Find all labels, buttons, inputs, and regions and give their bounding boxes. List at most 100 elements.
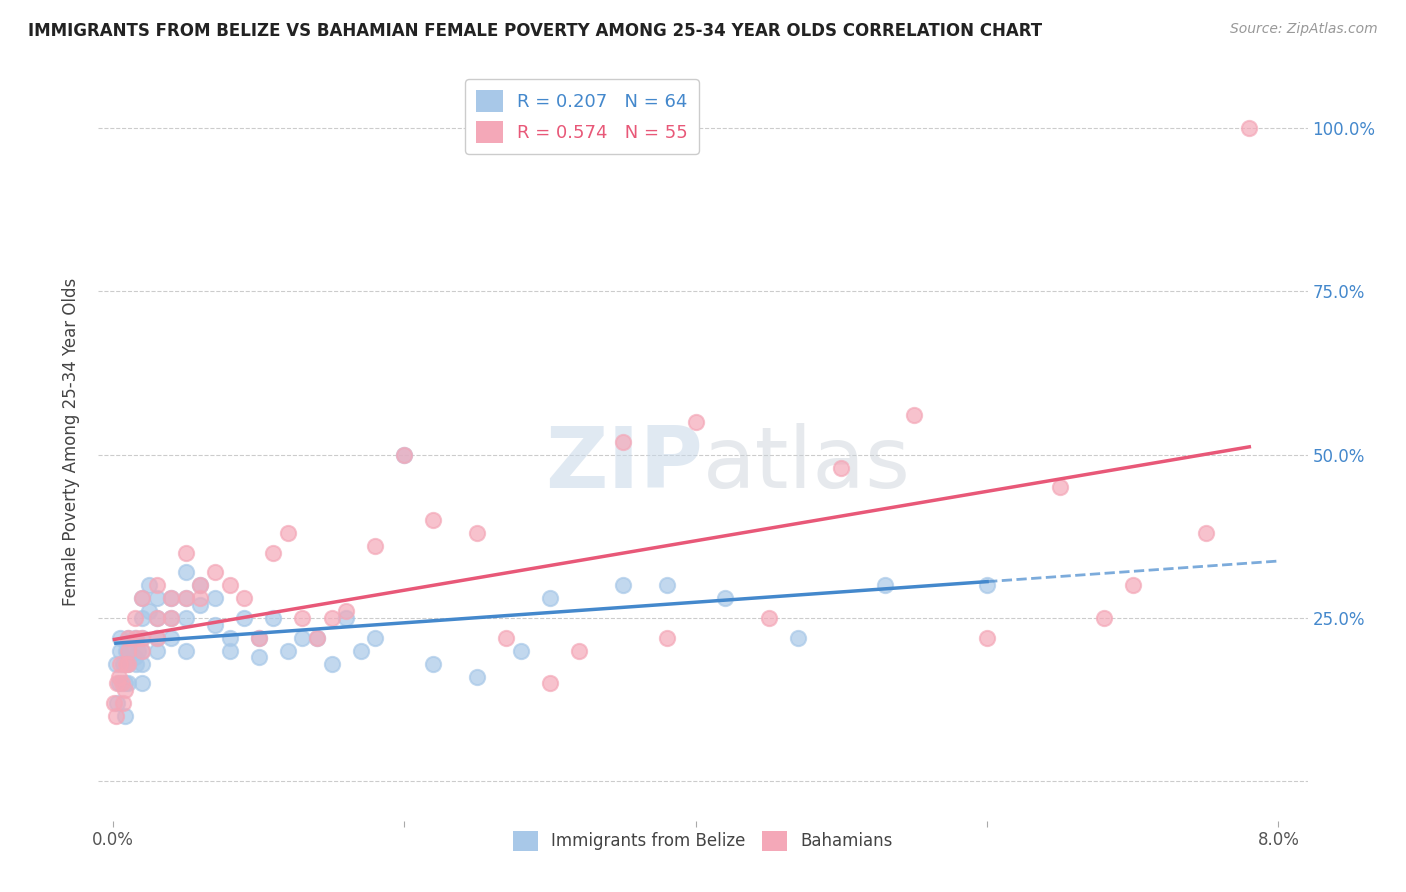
Point	[117, 676, 139, 690]
Point	[495, 631, 517, 645]
Point	[394, 448, 416, 462]
Point	[174, 611, 197, 625]
Point	[117, 631, 139, 645]
Point	[875, 578, 897, 592]
Point	[160, 591, 183, 606]
Point	[612, 434, 634, 449]
Point	[364, 631, 387, 645]
Point	[538, 676, 561, 690]
Point	[422, 657, 444, 671]
Point	[108, 676, 131, 690]
Point	[131, 631, 153, 645]
Point	[145, 611, 167, 625]
Point	[291, 611, 314, 625]
Point	[112, 696, 135, 710]
Point	[108, 670, 131, 684]
Point	[145, 578, 167, 592]
Point	[131, 657, 153, 671]
Y-axis label: Female Poverty Among 25-34 Year Olds: Female Poverty Among 25-34 Year Olds	[62, 277, 80, 606]
Point	[321, 657, 343, 671]
Point	[218, 631, 240, 645]
Point	[1122, 578, 1144, 592]
Point	[125, 657, 148, 671]
Point	[1239, 120, 1261, 135]
Point	[174, 591, 197, 606]
Point	[204, 617, 226, 632]
Point	[131, 591, 153, 606]
Point	[145, 643, 167, 657]
Point	[117, 657, 139, 671]
Point	[105, 676, 128, 690]
Point	[114, 682, 136, 697]
Point	[335, 611, 357, 625]
Point	[190, 578, 212, 592]
Point	[103, 696, 125, 710]
Point	[110, 643, 132, 657]
Point	[394, 448, 416, 462]
Point	[124, 611, 146, 625]
Point	[160, 591, 183, 606]
Point	[786, 631, 808, 645]
Point	[291, 631, 314, 645]
Point	[321, 611, 343, 625]
Point	[364, 539, 387, 553]
Legend: Immigrants from Belize, Bahamians: Immigrants from Belize, Bahamians	[506, 824, 900, 858]
Point	[117, 631, 139, 645]
Point	[714, 591, 737, 606]
Point	[830, 460, 852, 475]
Point	[114, 676, 136, 690]
Point	[277, 526, 299, 541]
Point	[612, 578, 634, 592]
Point	[247, 631, 270, 645]
Point	[160, 631, 183, 645]
Point	[190, 578, 212, 592]
Point	[131, 631, 153, 645]
Point	[277, 643, 299, 657]
Point	[190, 598, 212, 612]
Point	[465, 670, 488, 684]
Point	[104, 709, 127, 723]
Point	[115, 643, 138, 657]
Point	[145, 631, 167, 645]
Point	[117, 657, 139, 671]
Point	[145, 631, 167, 645]
Point	[538, 591, 561, 606]
Point	[117, 643, 139, 657]
Point	[105, 696, 128, 710]
Point	[112, 657, 135, 671]
Point	[262, 611, 284, 625]
Point	[127, 643, 149, 657]
Point	[247, 650, 270, 665]
Point	[124, 650, 146, 665]
Point	[1092, 611, 1115, 625]
Point	[145, 611, 167, 625]
Point	[233, 591, 256, 606]
Point	[131, 611, 153, 625]
Point	[160, 611, 183, 625]
Point	[335, 605, 357, 619]
Point	[110, 631, 132, 645]
Point	[104, 657, 127, 671]
Text: ZIP: ZIP	[546, 423, 703, 506]
Text: Source: ZipAtlas.com: Source: ZipAtlas.com	[1230, 22, 1378, 37]
Point	[131, 643, 153, 657]
Point	[114, 709, 136, 723]
Point	[145, 591, 167, 606]
Point	[465, 526, 488, 541]
Point	[174, 566, 197, 580]
Point	[174, 591, 197, 606]
Point	[131, 676, 153, 690]
Point	[1049, 480, 1071, 494]
Point	[422, 513, 444, 527]
Point	[115, 657, 138, 671]
Point	[305, 631, 328, 645]
Point	[1194, 526, 1216, 541]
Point	[218, 643, 240, 657]
Point	[131, 591, 153, 606]
Text: IMMIGRANTS FROM BELIZE VS BAHAMIAN FEMALE POVERTY AMONG 25-34 YEAR OLDS CORRELAT: IMMIGRANTS FROM BELIZE VS BAHAMIAN FEMAL…	[28, 22, 1042, 40]
Point	[568, 643, 591, 657]
Point	[262, 546, 284, 560]
Point	[174, 546, 197, 560]
Point	[204, 591, 226, 606]
Point	[160, 611, 183, 625]
